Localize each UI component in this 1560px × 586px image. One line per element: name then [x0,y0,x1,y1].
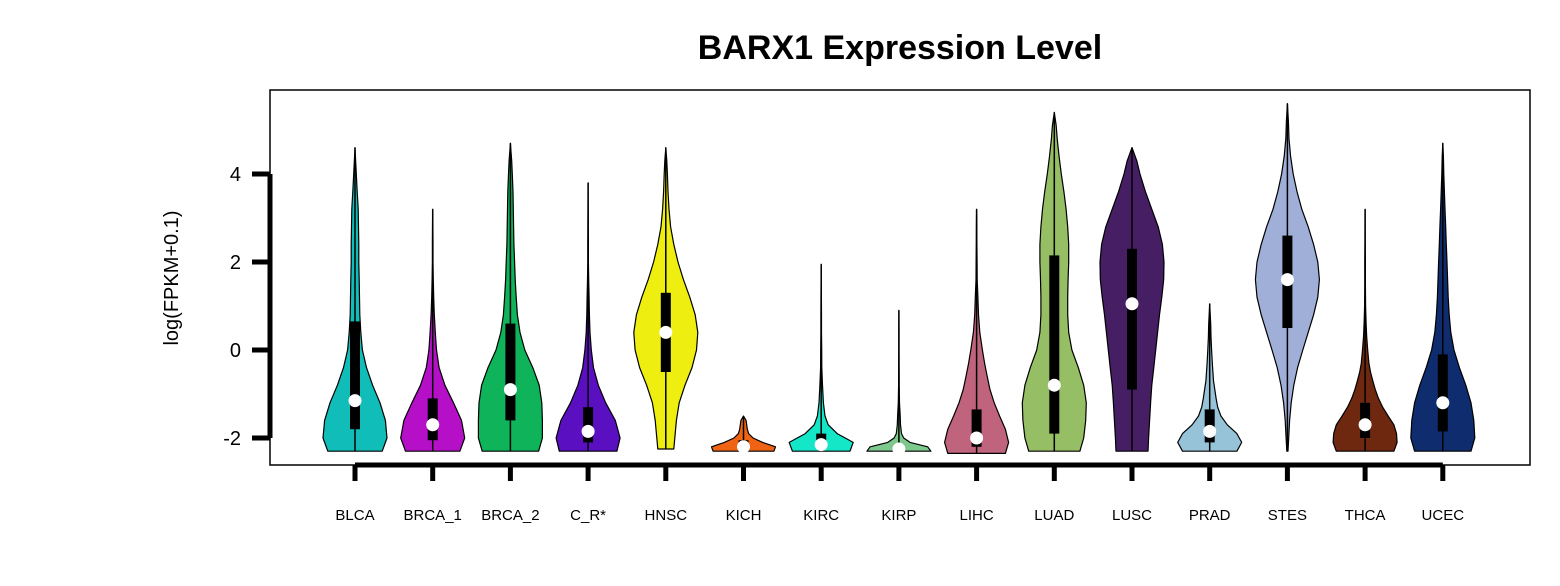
violin-median-11 [1203,424,1217,438]
x-tick-label-13: THCA [1345,507,1386,524]
violin-10 [1099,147,1165,452]
violin-median-5 [737,440,750,454]
violin-14 [1410,142,1476,452]
x-axis: BLCA BRCA_1 BRCA_2 C_R* HNSC KICH KIRC KIRP LIHC… [335,462,1465,524]
violin-9 [1021,111,1087,452]
x-tick-label-10: LUSC [1112,507,1152,524]
chart-title: BARX1 Expression Level [698,29,1102,67]
violin-12 [1254,103,1320,452]
violin-iqr-box-8 [971,409,982,447]
violin-13 [1332,208,1398,452]
violins-group [322,103,1476,456]
violin-median-8 [970,431,984,445]
violin-median-3 [581,424,595,438]
y-axis: -2 0 2 4 [223,164,273,450]
x-tick-label-7: KIRP [881,507,916,524]
violin-median-2 [503,383,517,397]
violin-median-0 [348,394,362,408]
violin-median-14 [1436,396,1450,410]
violin-1 [400,208,466,452]
violin-iqr-box-3 [583,407,594,443]
x-tick-label-3: C_R* [570,507,606,524]
y-tick-label-0: -2 [223,428,241,450]
violin-7 [866,309,932,456]
x-tick-label-14: UCEC [1422,507,1465,524]
x-tick-label-9: LUAD [1034,507,1074,524]
x-tick-label-5: KICH [726,507,762,524]
violin-0 [322,147,388,452]
violin-median-1 [426,418,440,432]
violin-median-9 [1047,378,1061,392]
violin-iqr-box-14 [1437,354,1448,432]
x-tick-label-11: PRAD [1189,507,1231,524]
violin-2 [477,142,543,452]
y-axis-label: log(FPKM+0.1) [161,210,183,345]
violin-3 [555,182,621,452]
violin-iqr-box-2 [505,323,516,421]
y-tick-label-3: 4 [230,164,241,186]
violin-median-4 [659,325,673,339]
x-tick-label-12: STES [1268,507,1307,524]
y-tick-label-2: 2 [230,252,241,274]
violin-median-6 [814,438,828,452]
x-tick-label-4: HNSC [645,507,688,524]
violin-4 [633,147,699,450]
y-tick-label-1: 0 [230,340,241,362]
violin-median-10 [1125,297,1139,311]
x-tick-label-8: LIHC [960,507,994,524]
x-tick-label-6: KIRC [803,507,839,524]
violin-11 [1177,303,1243,452]
violin-6 [788,263,854,452]
violin-8 [944,208,1010,454]
violin-5 [710,415,777,454]
x-tick-label-0: BLCA [335,507,374,524]
x-tick-label-2: BRCA_2 [481,507,539,524]
violin-median-13 [1358,418,1372,432]
violin-median-12 [1280,273,1294,287]
violin-iqr-box-0 [350,321,360,430]
violin-median-7 [892,442,906,456]
violin-iqr-box-9 [1049,255,1060,434]
x-tick-label-1: BRCA_1 [404,507,462,524]
violin-iqr-box-10 [1127,248,1137,390]
